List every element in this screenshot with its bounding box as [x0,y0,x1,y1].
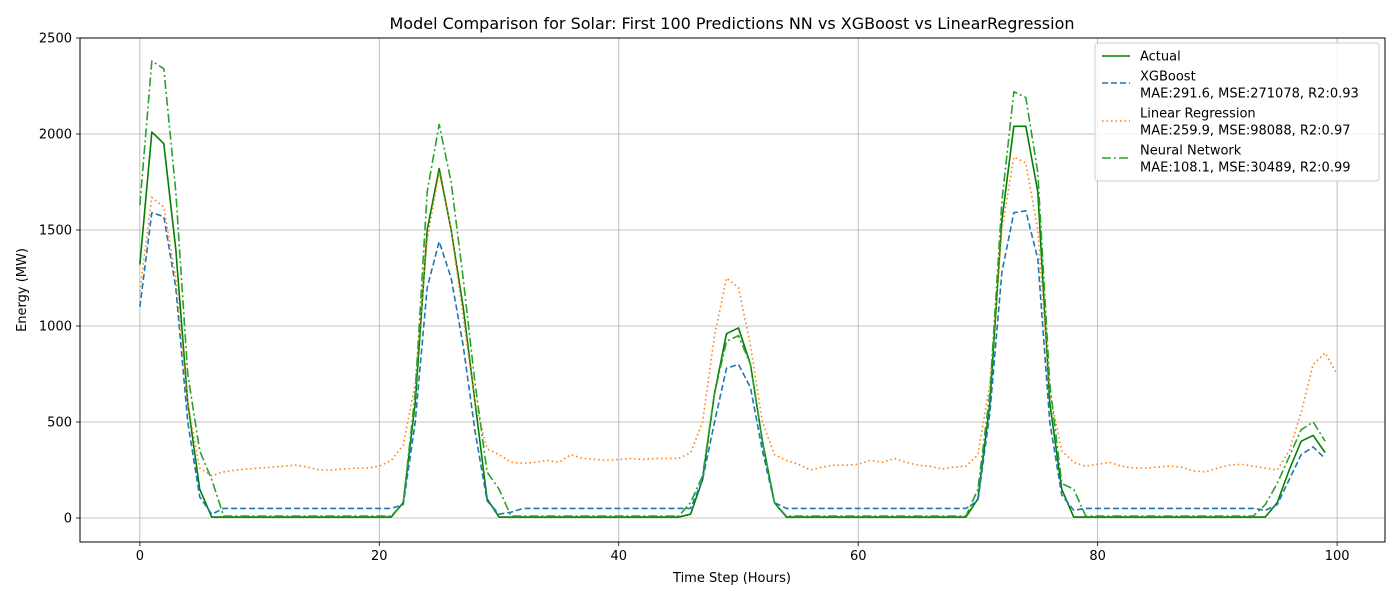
legend-label-neural-network: Neural Network [1140,144,1242,159]
series-line-linear-regression [139,156,1338,477]
x-tick-label: 100 [1325,549,1350,564]
series-line-actual [139,125,1326,518]
plot-frame [79,37,1386,543]
y-tick-label: 500 [47,416,72,431]
legend-metrics-xgboost: MAE:291.6, MSE:271078, R2:0.93 [1140,87,1359,102]
x-tick-label: 0 [136,549,144,564]
y-tick-label: 1000 [39,320,72,335]
y-tick-label: 1500 [39,224,72,239]
x-tick-label: 20 [371,549,388,564]
legend-box [1094,42,1380,182]
series-lines [139,60,1338,518]
legend-label-xgboost: XGBoost [1140,70,1196,85]
legend-label-actual: Actual [1140,50,1181,65]
legend-metrics-neural-network: MAE:108.1, MSE:30489, R2:0.99 [1140,161,1351,176]
x-tick-label: 60 [850,549,867,564]
legend-metrics-linear-regression: MAE:259.9, MSE:98088, R2:0.97 [1140,124,1351,139]
y-tick-label: 2500 [39,32,72,47]
x-axis-label: Time Step (Hours) [672,571,791,586]
y-tick-label: 2000 [39,128,72,143]
legend: Actual XGBoost MAE:291.6, MSE:271078, R2:0… [1094,42,1380,182]
chart-title: Model Comparison for Solar: First 100 Pr… [389,14,1074,33]
x-tick-label: 40 [610,549,627,564]
x-tick-label: 80 [1089,549,1106,564]
series-line-neural-network [139,60,1326,517]
y-axis-label: Energy (MW) [15,248,30,332]
legend-label-linear-regression: Linear Regression [1140,107,1256,122]
y-tick-label: 0 [64,512,72,527]
series-line-xgboost [139,210,1326,515]
